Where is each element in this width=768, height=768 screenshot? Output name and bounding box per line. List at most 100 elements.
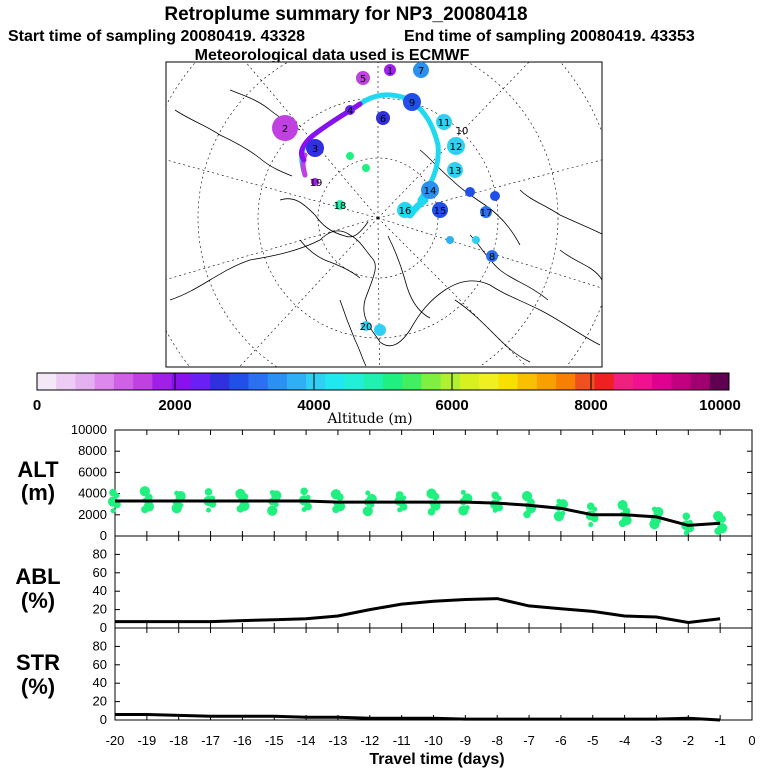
alt-point bbox=[174, 490, 180, 496]
colorbar-cell bbox=[556, 373, 576, 390]
colorbar-cell bbox=[325, 373, 346, 390]
y-tick-label: 40 bbox=[93, 583, 107, 598]
colorbar-cell bbox=[190, 373, 211, 390]
alt-scatter-points bbox=[107, 486, 728, 536]
alt-point bbox=[206, 507, 212, 513]
abl-panel: ABL (%) 0 20 40 60 80 bbox=[15, 535, 753, 635]
alt-point bbox=[588, 522, 594, 528]
colorbar-tick: 2000 bbox=[158, 397, 191, 414]
alt-point bbox=[362, 506, 373, 517]
str-x-ticks bbox=[114, 628, 753, 720]
met-data-label: Meteorological data used is ECMWF bbox=[195, 47, 470, 64]
alt-point bbox=[682, 512, 691, 521]
y-tick-label: 0 bbox=[100, 712, 107, 727]
colorbar-cell bbox=[56, 373, 76, 390]
alt-point bbox=[687, 519, 693, 525]
cluster-marker bbox=[346, 152, 354, 160]
cluster-marker bbox=[376, 111, 390, 125]
cluster-marker bbox=[413, 62, 429, 78]
colorbar-cell bbox=[363, 373, 384, 390]
colorbar-cell bbox=[459, 373, 480, 390]
map-frame bbox=[165, 61, 603, 368]
y-tick-label: 0 bbox=[100, 620, 107, 635]
alt-mean-line bbox=[115, 499, 721, 527]
colorbar-cell bbox=[306, 373, 326, 390]
cluster-label: 14 bbox=[424, 186, 437, 197]
x-axis-label: Travel time (days) bbox=[369, 751, 504, 768]
alt-point bbox=[560, 510, 566, 516]
colorbar-cell bbox=[75, 373, 96, 390]
colorbar-cell bbox=[479, 373, 499, 390]
colorbar-cell bbox=[113, 373, 134, 390]
alt-point bbox=[395, 491, 404, 499]
x-tick-label: -2 bbox=[683, 733, 695, 748]
cluster-label: 18 bbox=[334, 201, 347, 212]
colorbar-cell bbox=[671, 373, 692, 390]
alt-point bbox=[713, 510, 724, 522]
y-tick-label: 8000 bbox=[78, 443, 107, 458]
alt-point bbox=[651, 506, 657, 512]
cluster-marker bbox=[403, 93, 421, 111]
y-tick-label: 0 bbox=[100, 528, 107, 543]
str-panel-frame bbox=[114, 627, 753, 721]
y-tick-label: 40 bbox=[93, 675, 107, 690]
cluster-number-labels: 2 3 5 7 9 6 11 10 12 13 14 15 16 17 18 1… bbox=[282, 66, 495, 333]
alt-point bbox=[110, 508, 116, 514]
alt-point bbox=[556, 498, 562, 504]
alt-point bbox=[204, 488, 213, 496]
alt-point bbox=[109, 488, 117, 497]
cluster-label: 3 bbox=[312, 144, 318, 155]
str-panel: STR (%) 0 20 40 60 80 bbox=[16, 627, 753, 727]
alt-point bbox=[305, 494, 311, 500]
plume-clusters bbox=[272, 62, 500, 336]
y-tick-label: 2000 bbox=[78, 507, 107, 522]
str-panel-unit: (%) bbox=[21, 674, 55, 699]
x-tick-label: -10 bbox=[424, 733, 443, 748]
colorbar-cell bbox=[421, 373, 442, 390]
colorbar-tick: 6000 bbox=[435, 397, 468, 414]
abl-x-ticks bbox=[114, 536, 753, 628]
cluster-marker bbox=[421, 181, 439, 199]
cluster-label: 6 bbox=[380, 114, 386, 125]
colorbar-tick: 4000 bbox=[297, 397, 330, 414]
colorbar-cell bbox=[652, 373, 672, 390]
altitude-colorbar: 0 2000 4000 6000 8000 10000 Altitude (m) bbox=[33, 372, 741, 427]
cluster-marker bbox=[436, 114, 452, 130]
x-tick-label: -20 bbox=[106, 733, 125, 748]
alt-panel-label: ALT bbox=[17, 457, 59, 482]
cluster-marker bbox=[486, 250, 498, 262]
cluster-marker bbox=[472, 236, 480, 244]
colorbar-tick: 10000 bbox=[699, 397, 741, 414]
alt-point bbox=[464, 505, 470, 511]
x-tick-label: -5 bbox=[587, 733, 599, 748]
str-panel-label: STR bbox=[16, 650, 60, 675]
cluster-marker bbox=[446, 236, 454, 244]
cluster-marker bbox=[374, 324, 386, 336]
cluster-marker bbox=[345, 105, 355, 115]
x-tick-label: -6 bbox=[555, 733, 567, 748]
cluster-label: 16 bbox=[399, 206, 412, 217]
cluster-marker bbox=[432, 202, 448, 218]
cluster-marker bbox=[384, 64, 396, 76]
alt-point bbox=[239, 500, 250, 511]
cluster-marker bbox=[362, 164, 370, 172]
x-tick-label: -8 bbox=[491, 733, 503, 748]
cluster-label: 7 bbox=[418, 66, 424, 77]
alt-point bbox=[717, 523, 728, 534]
alt-point bbox=[586, 502, 595, 511]
figure-title: Retroplume summary for NP3_20080418 bbox=[164, 4, 527, 25]
x-tick-label: -1 bbox=[714, 733, 726, 748]
x-tick-label: -18 bbox=[169, 733, 188, 748]
cluster-marker bbox=[311, 178, 319, 186]
x-tick-label: -14 bbox=[297, 733, 316, 748]
x-tick-label: -7 bbox=[523, 733, 535, 748]
str-line bbox=[115, 713, 721, 722]
x-tick-label: -16 bbox=[233, 733, 252, 748]
colorbar-cell bbox=[37, 373, 57, 390]
x-tick-label: -15 bbox=[265, 733, 284, 748]
y-tick-label: 80 bbox=[93, 638, 107, 653]
cluster-marker bbox=[397, 202, 413, 218]
colorbar-frame bbox=[36, 372, 730, 391]
colorbar-cell bbox=[709, 373, 730, 390]
cluster-label: 8 bbox=[489, 252, 495, 263]
